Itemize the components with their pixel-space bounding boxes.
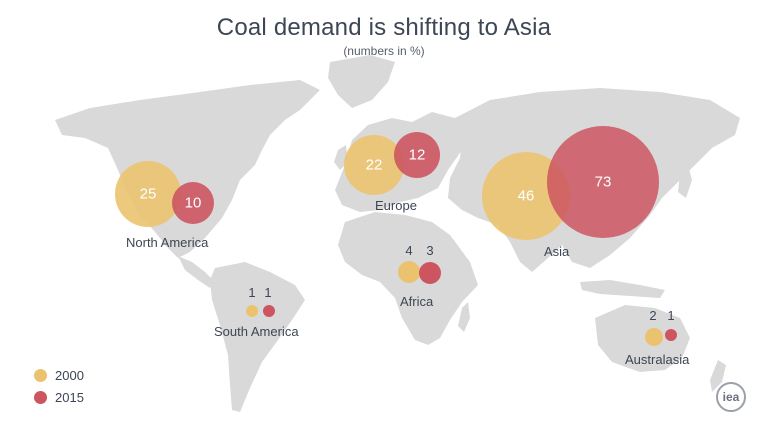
value-south-america-2015: 1 bbox=[264, 285, 271, 300]
land-australia bbox=[595, 305, 690, 372]
region-label-south-america: South America bbox=[214, 324, 299, 339]
region-label-australasia: Australasia bbox=[625, 352, 690, 367]
legend-item-2000: 2000 bbox=[34, 364, 84, 386]
region-label-north-america: North America bbox=[126, 235, 209, 250]
value-africa-2000: 4 bbox=[405, 243, 412, 258]
land-japan bbox=[678, 165, 692, 198]
bubble-europe-2000 bbox=[344, 135, 404, 195]
bubble-south-america-2015 bbox=[263, 305, 275, 317]
iea-logo: iea bbox=[716, 382, 746, 412]
region-label-asia: Asia bbox=[544, 244, 570, 259]
bubble-africa-2015 bbox=[419, 262, 441, 284]
land-south-america bbox=[210, 262, 305, 412]
land-indonesia bbox=[580, 280, 665, 298]
map-subtitle: (numbers in %) bbox=[343, 44, 425, 58]
bubble-south-america-2000 bbox=[246, 305, 258, 317]
land-madagascar bbox=[458, 302, 470, 332]
value-asia-2015: 73 bbox=[595, 174, 612, 191]
legend-dot-2000 bbox=[34, 368, 47, 382]
value-europe-2000: 22 bbox=[366, 157, 383, 174]
legend-dot-2015 bbox=[34, 390, 47, 404]
legend-label-2015: 2015 bbox=[55, 389, 84, 405]
region-label-europe: Europe bbox=[375, 198, 417, 213]
land-north-america bbox=[55, 80, 320, 258]
region-label-africa: Africa bbox=[400, 294, 434, 309]
value-africa-2015: 3 bbox=[426, 243, 433, 258]
value-north-america-2000: 25 bbox=[140, 186, 157, 203]
value-north-america-2015: 10 bbox=[185, 195, 202, 212]
bubble-australasia-2015 bbox=[665, 329, 677, 341]
value-south-america-2000: 1 bbox=[248, 285, 255, 300]
value-australasia-2015: 1 bbox=[667, 308, 674, 323]
value-asia-2000: 46 bbox=[518, 188, 535, 205]
map-title: Coal demand is shifting to Asia bbox=[216, 14, 552, 41]
land-central-america bbox=[178, 256, 215, 288]
value-europe-2015: 12 bbox=[409, 147, 426, 164]
bubble-europe-2015 bbox=[394, 132, 440, 178]
legend: 2000 2015 bbox=[34, 364, 84, 408]
legend-item-2015: 2015 bbox=[34, 386, 84, 408]
bubble-north-america-2000 bbox=[115, 161, 181, 227]
land-greenland bbox=[328, 55, 395, 108]
legend-label-2000: 2000 bbox=[55, 367, 84, 383]
bubble-australasia-2000 bbox=[645, 328, 663, 346]
bubble-north-america-2015 bbox=[172, 182, 214, 224]
bubble-africa-2000 bbox=[398, 261, 420, 283]
land-new-zealand bbox=[710, 360, 726, 392]
value-australasia-2000: 2 bbox=[649, 308, 656, 323]
bubble-asia-2015 bbox=[547, 126, 659, 238]
